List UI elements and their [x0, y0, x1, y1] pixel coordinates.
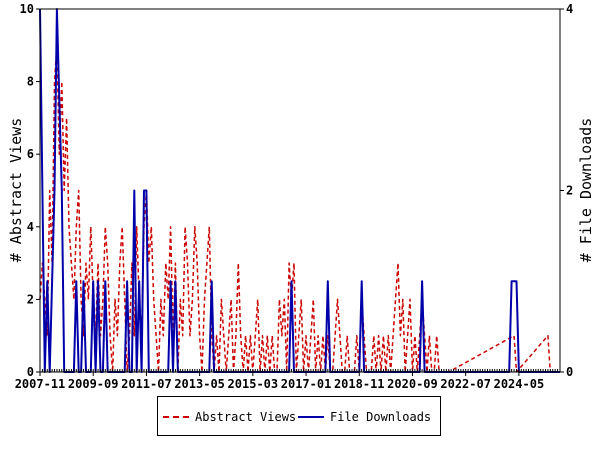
x-tick-label: 2011-07 — [121, 377, 172, 391]
x-tick-label: 2017-01 — [281, 377, 332, 391]
y-left-tick-label: 6 — [27, 147, 34, 161]
y-left-tick-label: 4 — [27, 220, 34, 234]
y-left-tick-label: 8 — [27, 75, 34, 89]
legend-swatch-file-downloads — [298, 416, 324, 418]
series-line-abstract-views — [39, 44, 552, 373]
plot-frame — [39, 8, 561, 373]
y-right-tick-label: 2 — [566, 184, 573, 198]
x-tick-label: 2018-11 — [334, 377, 385, 391]
legend-label-abstract-views: Abstract Views — [195, 410, 297, 424]
y-axis-right-title: # File Downloads — [577, 118, 595, 263]
x-tick-label: 2020-09 — [387, 377, 438, 391]
legend-item-abstract-views: Abstract Views — [163, 410, 296, 424]
series-line-file-downloads — [39, 8, 560, 373]
legend-item-file-downloads: File Downloads — [298, 410, 431, 424]
x-tick-label: 2009-09 — [68, 377, 119, 391]
x-tick-label: 2007-11 — [15, 377, 66, 391]
x-tick-label: 2022-07 — [440, 377, 491, 391]
y-right-tick-label: 4 — [566, 2, 573, 16]
legend: Abstract Views File Downloads — [157, 396, 441, 436]
y-left-tick-label: 2 — [27, 292, 34, 306]
y-left-tick-label: 10 — [20, 2, 34, 16]
x-tick-label: 2015-03 — [228, 377, 279, 391]
series-layer — [39, 8, 560, 373]
y-axis-left-title: # Abstract Views — [7, 118, 25, 263]
x-tick-label: 2013-05 — [174, 377, 225, 391]
legend-swatch-abstract-views — [163, 416, 189, 418]
y-right-tick-label: 0 — [566, 365, 573, 379]
x-tick-label: 2024-05 — [494, 377, 545, 391]
y-left-tick-label: 0 — [27, 365, 34, 379]
ticks-layer: 2007-11 2009-09 2011-07 2013-05 2015-03 2017-… — [15, 2, 574, 391]
legend-label-file-downloads: File Downloads — [330, 410, 432, 424]
